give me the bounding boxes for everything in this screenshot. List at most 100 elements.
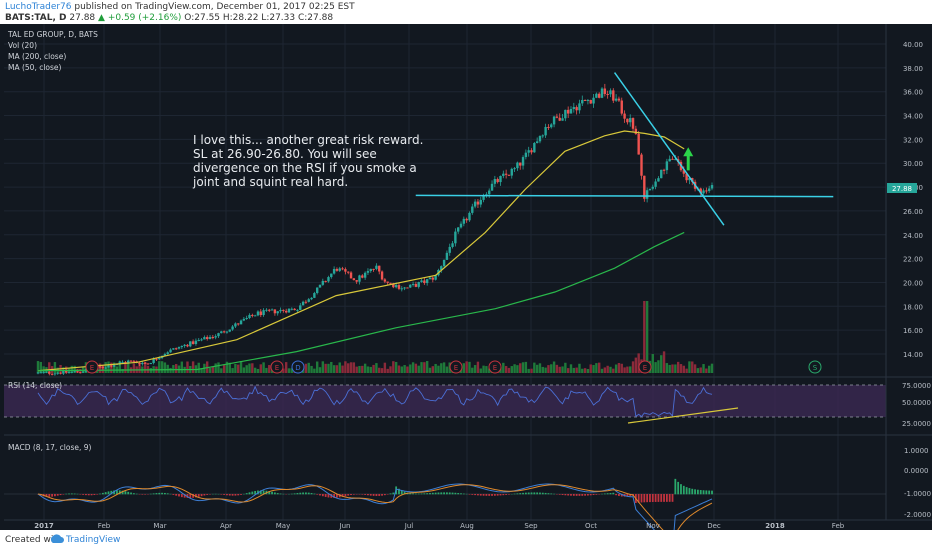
candle-body bbox=[502, 173, 505, 176]
candle-body bbox=[400, 288, 403, 290]
candle-body bbox=[561, 118, 564, 121]
last-price-box bbox=[887, 183, 917, 193]
tradingview-link[interactable]: TradingView bbox=[66, 535, 121, 545]
candle-body bbox=[273, 309, 277, 314]
volume-bar bbox=[606, 365, 609, 373]
time-tick-label: May bbox=[276, 522, 290, 530]
event-marker-label: E bbox=[454, 364, 458, 372]
candle-body bbox=[262, 310, 265, 316]
volume-bar bbox=[643, 301, 646, 373]
macd-hist-bar bbox=[327, 494, 330, 498]
volume-bar bbox=[682, 365, 685, 373]
event-marker-label: E bbox=[643, 364, 647, 372]
volume-bar bbox=[366, 366, 370, 373]
candle-body bbox=[403, 287, 406, 289]
volume-bar bbox=[307, 362, 310, 373]
candle-body bbox=[276, 311, 279, 314]
candle-body bbox=[394, 285, 398, 288]
volume-bar bbox=[186, 361, 189, 373]
macd-hist-bar bbox=[572, 494, 575, 496]
chart-svg[interactable]: E E D E E E S TAL ED GROUP, D, BATS Vol (20) M… bbox=[0, 24, 932, 550]
macd-hist-bar bbox=[516, 493, 519, 495]
macd-hist-bar bbox=[547, 493, 550, 495]
price-tick-label: 38.00 bbox=[903, 65, 923, 73]
volume-bar bbox=[660, 355, 663, 373]
volume-bar bbox=[445, 366, 449, 373]
volume-bar bbox=[434, 363, 437, 373]
candle-body bbox=[516, 162, 519, 169]
rsi-tick-label: 25.0000 bbox=[902, 420, 931, 428]
macd-hist-bar bbox=[101, 492, 104, 495]
volume-bar bbox=[417, 365, 420, 373]
volume-bar bbox=[160, 361, 164, 373]
macd-hist-bar bbox=[584, 494, 586, 496]
price-tick-label: 16.00 bbox=[903, 327, 923, 335]
volume-bar bbox=[352, 362, 356, 373]
candle-body bbox=[623, 113, 626, 119]
candle-body bbox=[366, 271, 370, 273]
candle-body bbox=[290, 308, 294, 310]
volume-bar bbox=[259, 364, 262, 373]
volume-bar bbox=[222, 365, 226, 373]
macd-hist-bar bbox=[508, 494, 510, 495]
volume-bar bbox=[693, 364, 697, 373]
candle-body bbox=[589, 100, 592, 104]
volume-bar bbox=[595, 363, 598, 373]
macd-hist-bar bbox=[389, 493, 392, 495]
candle-body bbox=[411, 284, 415, 286]
volume-bar bbox=[521, 362, 525, 373]
candle-body bbox=[341, 268, 344, 270]
volume-bar bbox=[504, 366, 508, 373]
candle-body bbox=[609, 90, 612, 95]
candle-body bbox=[268, 309, 271, 311]
candles[interactable] bbox=[36, 83, 714, 376]
volume-bar bbox=[612, 368, 615, 373]
macd-hist-bar bbox=[468, 494, 471, 495]
candle-body bbox=[519, 162, 522, 166]
macd-hist-bar bbox=[479, 494, 482, 496]
chart-area[interactable]: E E D E E E S TAL ED GROUP, D, BATS Vol (20) M… bbox=[0, 24, 932, 550]
candle-body bbox=[234, 323, 237, 327]
volume-bar bbox=[53, 362, 57, 373]
macd-hist-bar bbox=[629, 494, 632, 497]
macd-hist-bar bbox=[172, 494, 175, 495]
candle-body bbox=[392, 283, 395, 288]
candle-body bbox=[440, 266, 443, 270]
macd-hist-bar bbox=[711, 490, 713, 495]
candle-body bbox=[406, 287, 409, 289]
macd-hist-bar bbox=[186, 494, 189, 498]
volume-bar bbox=[363, 363, 367, 373]
candle-body bbox=[138, 362, 141, 365]
macd-hist-bar bbox=[668, 494, 671, 502]
volume-bar bbox=[516, 365, 519, 373]
volume-bar bbox=[552, 361, 556, 373]
candle-body bbox=[448, 246, 451, 253]
macd-hist-bar bbox=[612, 492, 615, 495]
volume-bar bbox=[231, 368, 234, 373]
candle-body bbox=[36, 372, 40, 374]
volume-bar bbox=[586, 368, 590, 373]
macd-hist-bar bbox=[536, 492, 539, 495]
volume-bar bbox=[530, 368, 533, 373]
author-link[interactable]: LuchoTrader76 bbox=[5, 2, 72, 12]
macd-hist-bar bbox=[488, 494, 491, 496]
legend-vol: Vol (20) bbox=[8, 41, 37, 50]
candle-body bbox=[383, 279, 387, 282]
candle-body bbox=[220, 331, 223, 334]
candle-body bbox=[361, 275, 364, 278]
volume-bar bbox=[473, 365, 477, 373]
volume-bar bbox=[671, 364, 674, 373]
macd-hist-bar bbox=[178, 494, 180, 497]
macd-hist-bar bbox=[589, 494, 592, 496]
volume-bar bbox=[118, 361, 121, 373]
volume-bar bbox=[228, 362, 231, 373]
volume-bar bbox=[256, 368, 260, 373]
candle-body bbox=[473, 201, 477, 207]
volume-bar bbox=[564, 362, 567, 373]
annotation-line-4: joint and squint real hard. bbox=[192, 175, 348, 189]
volume-bar bbox=[282, 368, 285, 373]
candle-body bbox=[462, 218, 466, 224]
candle-body bbox=[442, 259, 446, 267]
candle-body bbox=[253, 315, 257, 317]
